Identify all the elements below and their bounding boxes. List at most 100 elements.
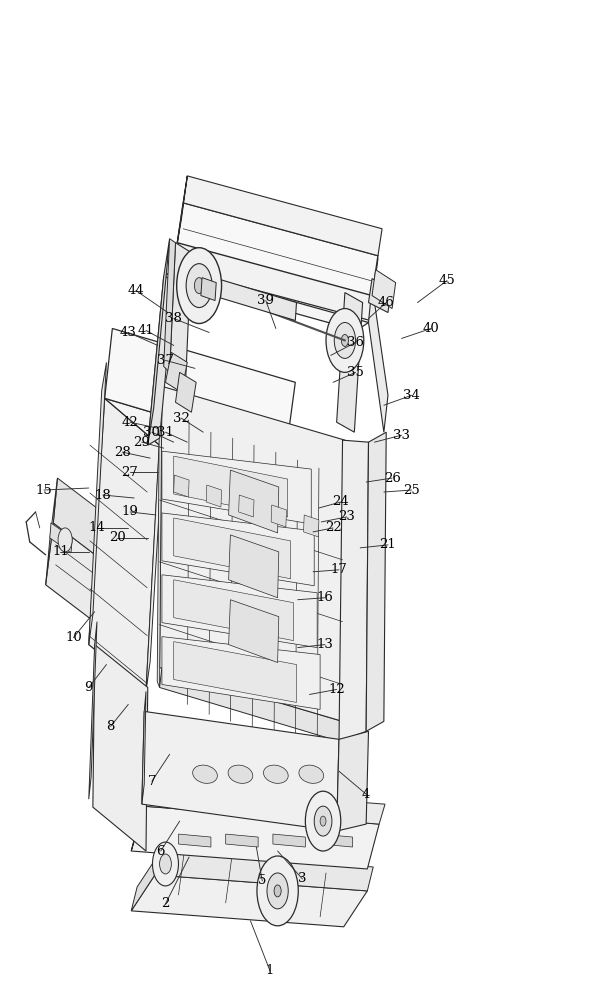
- Polygon shape: [273, 834, 305, 847]
- Circle shape: [274, 885, 281, 897]
- Polygon shape: [89, 398, 160, 691]
- Text: 23: 23: [338, 510, 355, 523]
- Polygon shape: [366, 432, 386, 731]
- Circle shape: [305, 791, 341, 851]
- Text: 42: 42: [122, 416, 138, 429]
- Polygon shape: [183, 176, 382, 256]
- Text: 35: 35: [347, 366, 364, 379]
- Polygon shape: [142, 711, 339, 831]
- Polygon shape: [206, 485, 222, 507]
- Polygon shape: [170, 243, 192, 382]
- Polygon shape: [174, 475, 189, 497]
- Text: 7: 7: [148, 775, 156, 788]
- Polygon shape: [89, 622, 97, 799]
- Polygon shape: [46, 523, 112, 630]
- Text: 12: 12: [329, 683, 345, 696]
- Text: 24: 24: [333, 495, 349, 508]
- Polygon shape: [174, 580, 294, 641]
- Polygon shape: [174, 518, 291, 579]
- Text: 46: 46: [378, 296, 395, 309]
- Text: 31: 31: [157, 426, 174, 439]
- Polygon shape: [160, 668, 343, 741]
- Text: 25: 25: [403, 484, 420, 497]
- Circle shape: [257, 856, 298, 926]
- Polygon shape: [180, 206, 378, 286]
- Polygon shape: [131, 786, 149, 851]
- Text: 19: 19: [122, 505, 139, 518]
- Ellipse shape: [228, 765, 253, 783]
- Polygon shape: [176, 372, 196, 412]
- Circle shape: [326, 309, 364, 372]
- Text: 28: 28: [114, 446, 131, 459]
- Text: 26: 26: [384, 472, 400, 485]
- Circle shape: [314, 806, 332, 836]
- Polygon shape: [368, 286, 388, 432]
- Text: 45: 45: [439, 274, 455, 287]
- Polygon shape: [46, 478, 58, 585]
- Polygon shape: [337, 731, 368, 831]
- Ellipse shape: [299, 765, 324, 783]
- Polygon shape: [160, 386, 345, 721]
- Polygon shape: [176, 233, 374, 320]
- Text: 33: 33: [393, 429, 410, 442]
- Text: 22: 22: [325, 521, 342, 534]
- Text: 13: 13: [317, 638, 333, 651]
- Text: 5: 5: [258, 874, 266, 887]
- Circle shape: [342, 334, 349, 346]
- Polygon shape: [162, 513, 314, 586]
- Text: 40: 40: [423, 322, 439, 335]
- Polygon shape: [337, 293, 362, 432]
- Polygon shape: [286, 432, 347, 498]
- Polygon shape: [368, 279, 391, 313]
- Polygon shape: [229, 535, 279, 598]
- Ellipse shape: [263, 765, 288, 783]
- Polygon shape: [131, 806, 379, 869]
- Polygon shape: [164, 239, 176, 372]
- Text: 37: 37: [157, 354, 174, 367]
- Polygon shape: [93, 645, 148, 851]
- Text: 44: 44: [127, 284, 144, 297]
- Text: 17: 17: [330, 563, 347, 576]
- Text: 18: 18: [94, 489, 111, 502]
- Polygon shape: [146, 405, 165, 691]
- Polygon shape: [213, 278, 296, 320]
- Polygon shape: [162, 575, 317, 648]
- Text: 32: 32: [173, 412, 190, 425]
- Circle shape: [320, 816, 326, 826]
- Polygon shape: [320, 834, 353, 847]
- Polygon shape: [162, 637, 320, 709]
- Polygon shape: [89, 362, 107, 645]
- Polygon shape: [271, 505, 286, 527]
- Polygon shape: [226, 834, 258, 847]
- Polygon shape: [178, 834, 211, 847]
- Circle shape: [186, 264, 212, 308]
- Polygon shape: [174, 456, 288, 517]
- Text: 30: 30: [144, 426, 160, 439]
- Text: 8: 8: [106, 720, 115, 733]
- Text: 4: 4: [362, 788, 371, 801]
- Text: 41: 41: [138, 324, 154, 337]
- Text: 38: 38: [165, 312, 182, 325]
- Text: 43: 43: [120, 326, 137, 339]
- Polygon shape: [148, 239, 170, 445]
- Polygon shape: [372, 270, 396, 309]
- Text: 39: 39: [257, 294, 275, 307]
- Polygon shape: [177, 176, 187, 243]
- Text: 27: 27: [122, 466, 139, 479]
- Circle shape: [160, 854, 171, 874]
- Circle shape: [334, 322, 356, 358]
- Ellipse shape: [193, 765, 218, 783]
- Polygon shape: [157, 382, 162, 687]
- Text: 29: 29: [133, 436, 150, 449]
- Text: 1: 1: [266, 964, 274, 977]
- Polygon shape: [165, 352, 187, 392]
- Polygon shape: [339, 440, 368, 741]
- Polygon shape: [238, 495, 254, 517]
- Text: 6: 6: [157, 845, 165, 858]
- Text: 20: 20: [109, 531, 126, 544]
- Polygon shape: [174, 642, 296, 702]
- Text: 11: 11: [52, 545, 69, 558]
- Polygon shape: [201, 278, 216, 301]
- Polygon shape: [105, 328, 295, 452]
- Polygon shape: [53, 478, 116, 568]
